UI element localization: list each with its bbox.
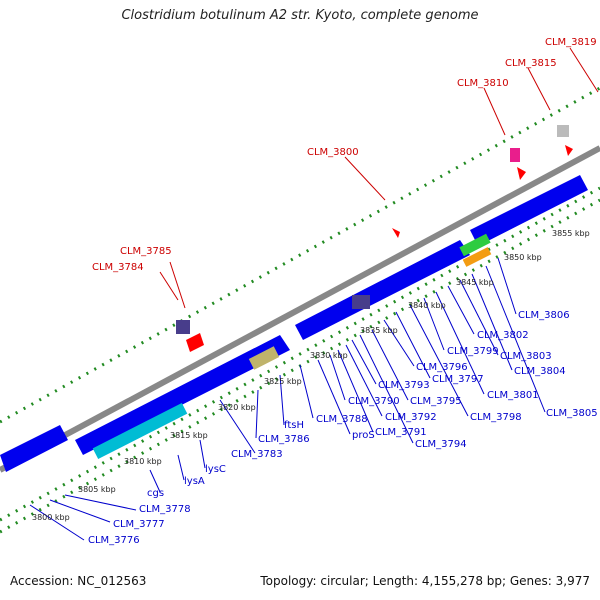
gene-red-marker [392,228,400,238]
gene-magenta [510,148,520,162]
gene-arrow [470,175,588,246]
tick-label: 3820 kbp [218,403,256,412]
gene-label: CLM_3805 [546,408,598,419]
tick-label: 3810 kbp [124,457,162,466]
gene-label: CLM_3815 [505,58,557,69]
gene-arrow [75,335,290,455]
map-title: Clostridium botulinum A2 str. Kyoto, com… [121,8,479,23]
dotted-track-mid [0,186,600,522]
gene-cyan [92,402,188,460]
gene-red-marker [565,145,573,156]
gene-label: CLM_3796 [416,362,468,373]
gene-label: CLM_3792 [385,412,437,423]
gene-label: CLM_3797 [432,374,484,385]
tick-label: 3845 kbp [456,278,494,287]
gene-label: lysC [205,464,226,475]
gene-olive [248,346,280,370]
genome-backbone [0,145,600,473]
tick-label: 3840 kbp [408,301,446,310]
tick-label: 3830 kbp [310,351,348,360]
gene-label: CLM_3802 [477,330,529,341]
gene-slate [352,295,370,309]
gene-label: CLM_3819 [545,37,597,48]
gene-label: proS [352,430,375,441]
bottom-labels: CLM_3776 CLM_3777 CLM_3778 cgs lysA lysC… [88,310,598,546]
gene-arrow [0,425,68,472]
tick-label: 3850 kbp [504,253,542,262]
gene-red-marker [517,167,526,180]
gene-label: CLM_3806 [518,310,570,321]
gene-arrow [295,240,470,340]
gene-label: CLM_3790 [348,396,400,407]
gene-label: CLM_3777 [113,519,165,530]
tick-label: 3825 kbp [264,377,302,386]
gene-label: CLM_3791 [375,427,427,438]
gene-slate [176,320,190,334]
tick-label: 3855 kbp [552,229,590,238]
gene-label: CLM_3800 [307,147,359,158]
gene-label: CLM_3801 [487,390,539,401]
top-leader-lines [159,47,599,309]
gene-label: CLM_3804 [514,366,566,377]
gene-label: CLM_3784 [92,262,144,273]
bottom-leader-lines [29,257,546,541]
gene-label: CLM_3786 [258,434,310,445]
gene-label: CLM_3778 [139,504,191,515]
tick-label: 3800 kbp [32,513,70,522]
scale-ticks: 3800 kbp 3805 kbp 3810 kbp 3815 kbp 3820… [32,229,590,522]
gene-label: CLM_3793 [378,380,430,391]
gene-label: CLM_3783 [231,449,283,460]
gene-label: CLM_3794 [415,439,467,450]
dotted-track-top [0,86,600,424]
gene-label: CLM_3798 [470,412,522,423]
topology-label: Topology: circular; Length: 4,155,278 bp… [260,574,590,588]
top-labels: CLM_3784 CLM_3785 CLM_3800 CLM_3810 CLM_… [92,37,597,273]
gene-label: CLM_3785 [120,246,172,257]
gene-label: CLM_3810 [457,78,509,89]
gene-grey [557,125,569,137]
gene-label: CLM_3795 [410,396,462,407]
gene-label: CLM_3776 [88,535,140,546]
tick-label: 3815 kbp [170,431,208,440]
tick-label: 3835 kbp [360,326,398,335]
gene-label: ftsH [284,420,304,431]
accession-label: Accession: NC_012563 [10,574,147,588]
gene-green [459,233,491,257]
gene-label: lysA [184,476,205,487]
gene-label: CLM_3803 [500,351,552,362]
gene-orange [462,247,492,267]
tick-label: 3805 kbp [78,485,116,494]
gene-label: CLM_3799 [447,346,499,357]
gene-red [186,333,204,352]
forward-genes [0,125,588,472]
gene-label: CLM_3788 [316,414,368,425]
gene-label: cgs [147,488,164,499]
